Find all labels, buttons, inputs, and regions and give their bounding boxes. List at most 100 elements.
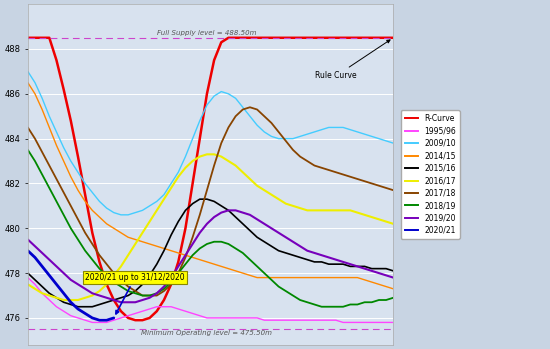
2015/16 [390,269,397,273]
1995/96 [53,305,60,309]
2016/17 [204,152,210,156]
2017/18 [276,130,282,134]
2016/17 [232,163,239,168]
2019/20 [232,208,239,213]
1995/96 [204,316,210,320]
2019/20 [53,264,60,268]
2018/19 [246,258,253,262]
2015/16 [75,305,81,309]
2015/16 [196,197,203,201]
2016/17 [60,298,67,302]
2015/16 [276,248,282,253]
Line: R-Curve: R-Curve [28,38,393,320]
2017/18 [390,188,397,192]
Text: Minimum Operating level = 475.50m: Minimum Operating level = 475.50m [141,330,272,336]
2019/20 [390,275,397,280]
2009/10 [268,134,275,139]
1995/96 [161,305,167,309]
2015/16 [261,240,267,244]
2015/16 [53,296,60,300]
R-Curve [25,36,31,40]
2014/15 [25,81,31,85]
2018/19 [261,271,267,275]
2009/10 [204,103,210,107]
R-Curve [132,318,139,322]
2018/19 [368,300,375,304]
2014/15 [53,143,60,148]
2009/10 [254,123,260,127]
1995/96 [368,320,375,325]
2020/21 [53,282,60,287]
2018/19 [153,291,160,295]
2020/21 [32,255,39,260]
R-Curve [368,36,375,40]
Line: 1995/96: 1995/96 [28,277,393,322]
R-Curve [161,298,167,302]
2017/18 [261,114,267,118]
2014/15 [246,273,253,277]
2016/17 [53,296,60,300]
Line: 2019/20: 2019/20 [28,210,393,302]
2019/20 [204,222,210,226]
2009/10 [368,134,375,139]
2018/19 [318,305,325,309]
2018/19 [53,199,60,203]
2020/21 [68,300,74,304]
R-Curve [268,36,275,40]
2020/21 [60,291,67,295]
2017/18 [139,294,146,298]
Line: 2020/21: 2020/21 [28,251,114,320]
R-Curve [390,36,397,40]
2019/20 [276,231,282,235]
2019/20 [118,300,124,304]
2016/17 [390,222,397,226]
2014/15 [153,244,160,248]
R-Curve [254,36,260,40]
2018/19 [390,296,397,300]
Line: 2009/10: 2009/10 [28,72,393,215]
2016/17 [276,197,282,201]
2016/17 [211,152,217,156]
2018/19 [196,246,203,251]
2020/21 [39,264,46,268]
2016/17 [25,282,31,287]
2014/15 [196,258,203,262]
2009/10 [53,130,60,134]
2015/16 [232,215,239,219]
2018/19 [25,148,31,152]
2014/15 [390,287,397,291]
2016/17 [261,188,267,192]
1995/96 [25,275,31,280]
2017/18 [53,177,60,181]
1995/96 [390,320,397,325]
2020/21 [103,318,110,322]
2017/18 [161,289,167,293]
2017/18 [204,188,210,192]
2020/21 [89,316,96,320]
1995/96 [89,320,96,325]
2020/21 [46,273,53,277]
2009/10 [390,141,397,145]
Line: 2014/15: 2014/15 [28,83,393,289]
2020/21 [111,316,117,320]
2015/16 [211,199,217,203]
2019/20 [261,222,267,226]
2015/16 [25,271,31,275]
2017/18 [25,125,31,129]
2009/10 [118,213,124,217]
2014/15 [261,275,267,280]
1995/96 [268,318,275,322]
R-Curve [204,92,210,96]
2020/21 [25,248,31,253]
R-Curve [53,58,60,62]
1995/96 [254,316,260,320]
2019/20 [225,208,232,213]
2016/17 [161,197,167,201]
Text: Rule Curve: Rule Curve [315,40,390,80]
Line: 2015/16: 2015/16 [28,199,393,307]
Text: Full Supply level = 488.50m: Full Supply level = 488.50m [157,30,257,36]
Text: 2020/21 up to 31/12/2020: 2020/21 up to 31/12/2020 [85,273,185,314]
Line: 2018/19: 2018/19 [28,150,393,307]
2009/10 [161,193,167,197]
Line: 2017/18: 2017/18 [28,107,393,296]
